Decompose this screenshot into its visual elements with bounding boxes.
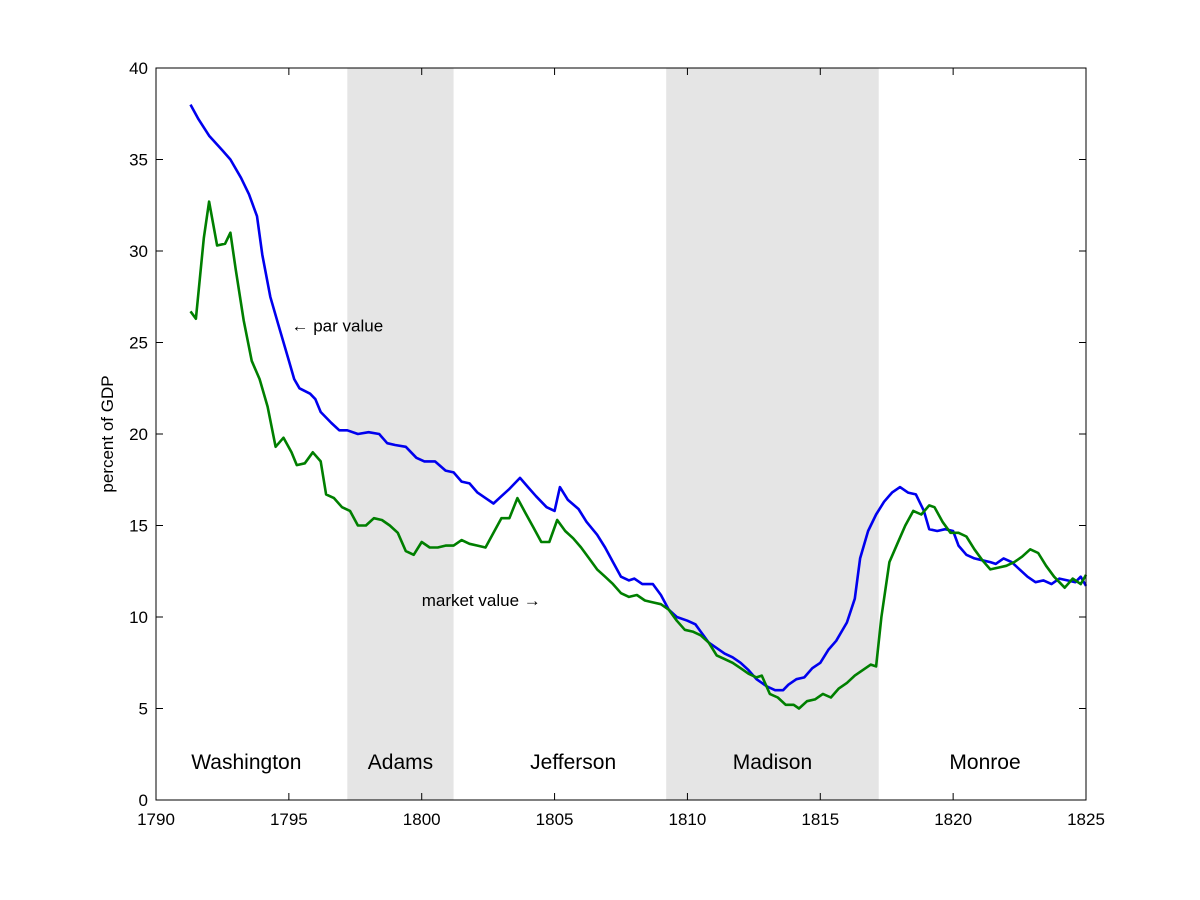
x-tick-label: 1790 [137, 810, 175, 829]
period-label-washington: Washington [191, 751, 301, 774]
series-layer [189, 103, 1088, 710]
y-tick-label: 30 [129, 242, 148, 261]
period-labels: Washington Adams Jefferson Madison Monroe [191, 751, 1020, 774]
annotation-par-value: ← par value [292, 317, 384, 336]
plot-frame [155, 67, 1087, 801]
period-label-monroe: Monroe [949, 751, 1020, 774]
annotation-market-value: market value → [422, 591, 541, 610]
x-tick-label: 1825 [1067, 810, 1105, 829]
x-tick-label: 1805 [536, 810, 574, 829]
y-axis-label: percent of GDP [98, 375, 117, 492]
y-tick-label: 0 [139, 791, 148, 810]
y-tick-label: 35 [129, 151, 148, 170]
y-tick-label: 40 [129, 59, 148, 78]
period-label-jefferson: Jefferson [530, 751, 616, 774]
y-tick-label: 10 [129, 608, 148, 627]
x-tick-label: 1815 [801, 810, 839, 829]
y-tick-label: 25 [129, 334, 148, 353]
period-label-adams: Adams [368, 751, 433, 774]
y-tick-label: 20 [129, 425, 148, 444]
band-madison [666, 68, 879, 800]
y-tick-label: 5 [139, 700, 148, 719]
x-tick-label: 1800 [403, 810, 441, 829]
period-label-madison: Madison [733, 751, 812, 774]
y-axis: 0 5 10 15 20 25 30 35 40 [129, 59, 1086, 810]
x-tick-label: 1810 [669, 810, 707, 829]
annotations: ← par value market value → [292, 317, 541, 611]
x-tick-label: 1820 [934, 810, 972, 829]
y-tick-label: 15 [129, 517, 148, 536]
x-axis: 1790 1795 1800 1805 1810 1815 1820 1825 [137, 68, 1105, 829]
series-line-par-value [189, 103, 1088, 692]
x-tick-label: 1795 [270, 810, 308, 829]
series-line-market-value [189, 200, 1088, 710]
presidency-bands [347, 68, 879, 800]
